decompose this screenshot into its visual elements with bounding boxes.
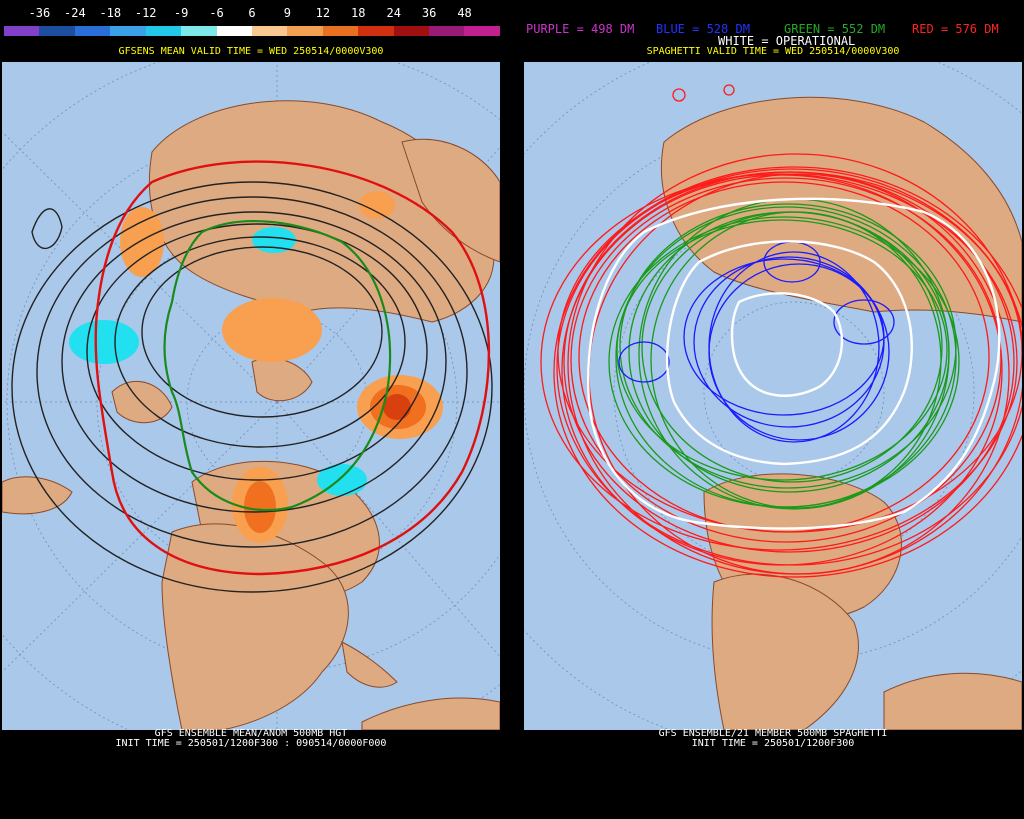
scale-swatch bbox=[393, 26, 430, 36]
scale-tick-label: 24 bbox=[386, 6, 401, 20]
anomaly-scale-labels: -36 -24 -18 -12 -9 -6 6 9 12 18 24 36 48 bbox=[0, 6, 502, 22]
scale-tick-label: -12 bbox=[134, 6, 157, 20]
scale-swatch bbox=[464, 26, 500, 36]
scale-swatch bbox=[322, 26, 359, 36]
mean-init-time: INIT TIME = 250501/1200F300 : 090514/000… bbox=[115, 738, 387, 749]
scale-swatch bbox=[216, 26, 252, 36]
land-masses bbox=[660, 96, 1022, 730]
scale-tick-label: 36 bbox=[421, 6, 437, 20]
ensemble-mean-panel: -36 -24 -18 -12 -9 -6 6 9 12 18 24 36 48 GFSENS MEAN… bbox=[0, 0, 502, 819]
scale-tick-label: 6 bbox=[248, 6, 256, 20]
scale-swatch bbox=[429, 26, 465, 36]
scale-swatch bbox=[74, 26, 111, 36]
scale-tick-label: -9 bbox=[173, 6, 189, 20]
scale-swatch bbox=[39, 26, 75, 36]
legend-white: WHITE = OPERATIONAL bbox=[718, 34, 856, 48]
scale-tick-label: -6 bbox=[209, 6, 224, 20]
scale-tick-label: 12 bbox=[315, 6, 331, 20]
mean-bottom-title: GFS ENSEMBLE MEAN/ANOM 500MB HGT bbox=[154, 728, 348, 739]
legend-blue: BLUE = 528 DM bbox=[656, 22, 750, 36]
legend-red: RED = 576 DM bbox=[912, 22, 999, 36]
blue-528-contours bbox=[618, 241, 895, 443]
scale-tick-label: -24 bbox=[64, 6, 86, 20]
scale-tick-label: 48 bbox=[457, 6, 472, 20]
scale-swatch bbox=[4, 26, 40, 36]
scale-swatch bbox=[358, 26, 394, 36]
operational-contours bbox=[587, 197, 1001, 530]
spaghetti-init-time: INIT TIME = 250501/1200F300 bbox=[691, 738, 855, 749]
scale-tick-label: -18 bbox=[99, 6, 122, 20]
mean-anomaly-map bbox=[2, 62, 500, 730]
spaghetti-valid-time-title: SPAGHETTI VALID TIME = WED 250514/0000V3… bbox=[646, 46, 900, 57]
spaghetti-map bbox=[524, 62, 1022, 730]
height-contours bbox=[11, 181, 493, 593]
scale-swatch bbox=[145, 26, 182, 36]
green-contour bbox=[163, 219, 392, 512]
anomaly-color-scale bbox=[4, 26, 500, 36]
spaghetti-bottom-title: GFS ENSEMBLE/21 MEMBER 500MB SPAGHETTI bbox=[658, 728, 888, 739]
land-masses bbox=[2, 100, 500, 730]
anomaly-shading bbox=[69, 191, 443, 543]
legend-green: GREEN = 552 DM bbox=[784, 22, 886, 36]
spaghetti-contours bbox=[540, 84, 1022, 578]
scale-swatch bbox=[110, 26, 146, 36]
scale-swatch bbox=[181, 26, 217, 36]
spaghetti-panel: PURPLE = 498 DM BLUE = 528 DM GREEN = 55… bbox=[522, 0, 1024, 819]
scale-tick-label: -36 bbox=[28, 6, 51, 20]
legend-purple: PURPLE = 498 DM bbox=[526, 22, 635, 36]
mean-valid-time-title: GFSENS MEAN VALID TIME = WED 250514/0000… bbox=[118, 46, 384, 57]
panel-divider bbox=[502, 0, 522, 819]
spaghetti-map-svg bbox=[524, 62, 1022, 730]
mean-map-svg bbox=[2, 62, 500, 730]
scale-swatch bbox=[287, 26, 323, 36]
scale-swatch bbox=[251, 26, 288, 36]
scale-tick-label: 9 bbox=[283, 6, 292, 20]
scale-tick-label: 18 bbox=[351, 6, 366, 20]
red-contour bbox=[94, 160, 491, 576]
